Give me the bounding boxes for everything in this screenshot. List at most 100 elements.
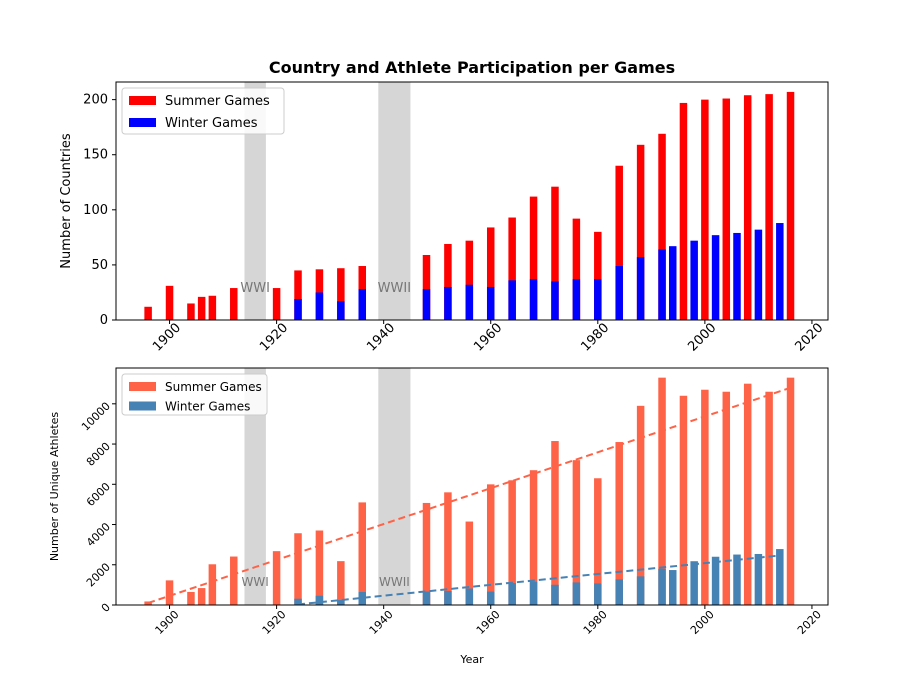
shaded-period-wwii bbox=[378, 82, 411, 320]
bar-summer-1896 bbox=[144, 306, 152, 320]
bar-summer-1952 bbox=[444, 492, 452, 605]
bar-summer-1964 bbox=[508, 217, 516, 320]
bar-summer-1976 bbox=[572, 218, 581, 320]
y-tick-label: 200 bbox=[83, 93, 108, 108]
bar-summer-1972 bbox=[551, 186, 559, 320]
bar-winter-1968 bbox=[529, 279, 538, 320]
legend-label-winter: Winter Games bbox=[165, 400, 250, 414]
bar-summer-1960 bbox=[486, 484, 495, 605]
bar-winter-1936 bbox=[358, 592, 367, 605]
bar-summer-1996 bbox=[679, 395, 688, 605]
bar-winter-1992 bbox=[658, 568, 666, 605]
bar-winter-1998 bbox=[690, 240, 698, 320]
bar-winter-1948 bbox=[422, 289, 431, 320]
y-tick-label: 100 bbox=[83, 203, 108, 218]
bar-winter-1952 bbox=[444, 286, 452, 320]
bar-summer-1900 bbox=[165, 285, 174, 320]
bar-winter-1984 bbox=[615, 579, 623, 605]
legend-swatch-summer bbox=[129, 96, 156, 105]
bar-winter-2006 bbox=[733, 554, 741, 605]
bar-summer-1896 bbox=[144, 601, 152, 605]
bar-winter-1984 bbox=[615, 266, 623, 320]
bar-summer-1904 bbox=[187, 591, 195, 605]
shaded-period-label: WWII bbox=[379, 575, 410, 589]
bar-winter-1988 bbox=[636, 576, 645, 605]
bar-summer-1988 bbox=[636, 405, 645, 605]
bar-summer-1952 bbox=[444, 243, 452, 320]
bar-winter-1932 bbox=[337, 301, 345, 320]
x-axis-label: Year bbox=[459, 653, 484, 666]
trend-line-winter bbox=[297, 554, 780, 606]
bar-winter-1948 bbox=[422, 591, 431, 605]
bar-summer-1912 bbox=[230, 288, 238, 320]
bar-summer-1912 bbox=[230, 556, 238, 605]
bar-winter-1998 bbox=[690, 561, 698, 605]
bar-winter-1988 bbox=[636, 257, 645, 320]
bar-winter-1994 bbox=[669, 570, 677, 605]
bar-winter-1968 bbox=[529, 581, 538, 605]
shaded-period-wwii bbox=[378, 368, 411, 605]
bar-winter-1972 bbox=[551, 281, 559, 320]
bar-winter-2006 bbox=[733, 232, 741, 320]
legend-swatch-winter bbox=[129, 118, 156, 127]
bar-winter-2010 bbox=[754, 229, 763, 320]
bar-summer-1900 bbox=[165, 580, 174, 605]
bar-summer-1908 bbox=[208, 564, 217, 605]
bar-summer-2012 bbox=[765, 391, 773, 605]
legend-label-summer: Summer Games bbox=[165, 380, 262, 394]
y-tick-label: 0 bbox=[100, 313, 108, 328]
bar-summer-1920 bbox=[272, 551, 281, 605]
y-axis-label: Number of Countries bbox=[59, 133, 74, 269]
bar-summer-1972 bbox=[551, 441, 559, 605]
bar-winter-1960 bbox=[486, 286, 495, 320]
bar-summer-1988 bbox=[636, 144, 645, 320]
bar-summer-1924 bbox=[294, 270, 302, 320]
bar-summer-2004 bbox=[722, 98, 731, 321]
bar-summer-1928 bbox=[315, 530, 324, 605]
bar-summer-2012 bbox=[765, 94, 773, 321]
bar-winter-2014 bbox=[776, 549, 784, 605]
bar-summer-1924 bbox=[294, 533, 302, 605]
bar-summer-1992 bbox=[658, 377, 666, 605]
axes-frame bbox=[115, 81, 829, 321]
bar-winter-2002 bbox=[711, 556, 720, 605]
bar-winter-1976 bbox=[572, 279, 581, 320]
bar-winter-1924 bbox=[294, 299, 302, 320]
bar-summer-1906 bbox=[197, 296, 206, 320]
bar-summer-1964 bbox=[508, 480, 516, 605]
bar-summer-1932 bbox=[337, 561, 345, 605]
bar-winter-2010 bbox=[754, 553, 763, 605]
bar-summer-1932 bbox=[337, 268, 345, 320]
y-tick-label: 150 bbox=[83, 148, 108, 163]
bar-summer-1976 bbox=[572, 460, 581, 605]
bar-summer-2016 bbox=[786, 377, 795, 605]
shaded-period-wwi bbox=[244, 82, 266, 320]
bar-summer-1984 bbox=[615, 442, 623, 605]
bar-winter-1972 bbox=[551, 584, 559, 605]
bar-winter-1960 bbox=[486, 591, 495, 605]
bar-winter-2002 bbox=[711, 235, 720, 320]
bar-summer-1956 bbox=[465, 240, 474, 320]
bar-winter-1976 bbox=[572, 582, 581, 605]
bar-summer-1984 bbox=[615, 165, 623, 320]
trend-line-summer bbox=[147, 386, 791, 604]
bar-winter-1928 bbox=[315, 292, 324, 320]
legend-swatch-winter bbox=[129, 401, 156, 411]
bar-summer-2008 bbox=[743, 383, 752, 605]
y-axis-label: Number of Unique Athletes bbox=[48, 412, 61, 562]
bar-summer-2000 bbox=[701, 99, 709, 320]
shaded-period-wwi bbox=[244, 368, 266, 605]
bar-winter-1964 bbox=[508, 280, 516, 320]
bar-winter-1956 bbox=[465, 284, 474, 320]
bar-summer-1936 bbox=[358, 502, 367, 605]
bar-summer-2004 bbox=[722, 391, 731, 605]
bar-winter-1980 bbox=[594, 279, 602, 320]
bar-summer-1904 bbox=[187, 303, 195, 320]
bar-summer-1906 bbox=[197, 588, 206, 605]
bar-winter-1956 bbox=[465, 588, 474, 605]
shaded-period-label: WWI bbox=[242, 575, 269, 589]
bar-summer-1948 bbox=[422, 502, 431, 605]
shaded-period-label: WWI bbox=[240, 281, 270, 296]
